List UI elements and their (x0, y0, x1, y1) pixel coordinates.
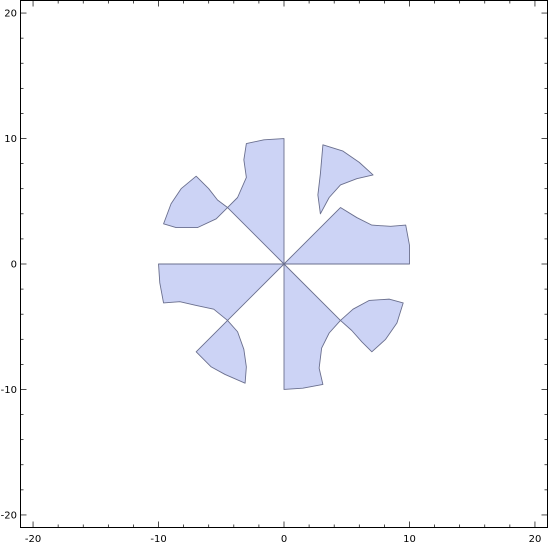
tick-labels-layer: -20 -10 0 10 20 -20 -10 0 10 20 (1, 9, 542, 544)
x-tick-label: 20 (529, 534, 542, 544)
regions-layer (158, 138, 410, 390)
region-8 (340, 298, 404, 353)
region-4 (163, 175, 228, 229)
y-tick-label: -20 (1, 510, 17, 521)
y-tick-label: 20 (4, 9, 17, 20)
region-6 (195, 320, 247, 384)
x-tick-label: 0 (281, 534, 287, 544)
region-7 (283, 263, 341, 390)
x-tick-label: 10 (403, 534, 416, 544)
x-tick-label: -20 (25, 534, 41, 544)
x-tick-label: -10 (150, 534, 166, 544)
region-3 (227, 138, 285, 265)
region-5 (158, 263, 285, 321)
region-2 (317, 144, 374, 215)
y-tick-label: -10 (1, 385, 17, 396)
region-1 (283, 207, 410, 265)
ticks-layer (20, 0, 548, 528)
y-tick-label: 10 (4, 134, 17, 145)
y-tick-label: 0 (11, 260, 17, 271)
